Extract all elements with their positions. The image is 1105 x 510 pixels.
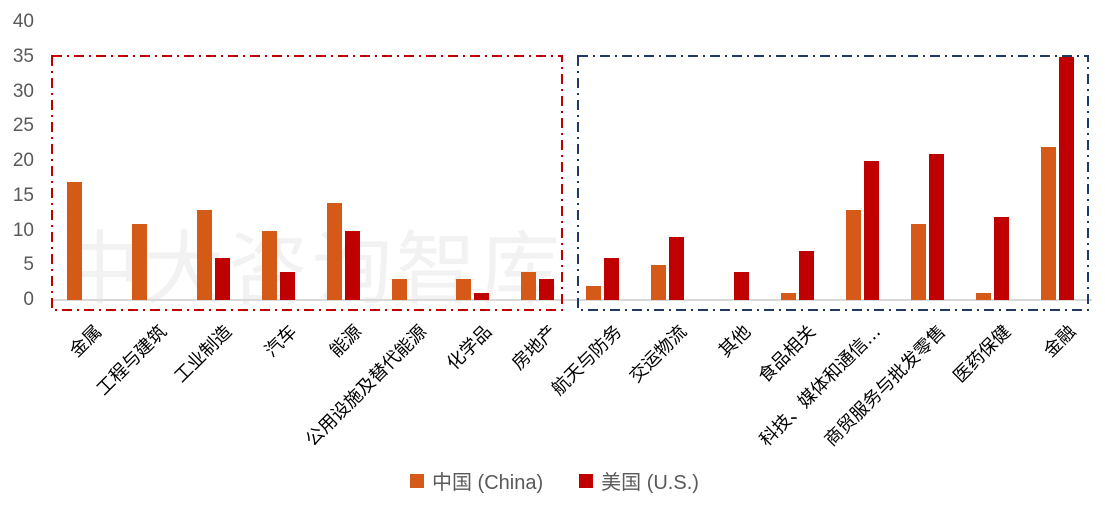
bar-us xyxy=(669,237,685,300)
x-tick-label: 其他 xyxy=(715,321,756,362)
bar-us xyxy=(798,251,814,300)
bar-china xyxy=(910,223,926,300)
x-tick-label: 化学品 xyxy=(442,321,496,375)
us-swatch xyxy=(579,473,594,488)
bar-us xyxy=(214,258,230,300)
y-tick-label: 5 xyxy=(23,254,34,276)
bar-us xyxy=(993,216,1009,300)
x-tick-label: 金属 xyxy=(66,321,107,362)
bar-china xyxy=(1040,147,1056,300)
legend-label-china: 中国 (China) xyxy=(432,472,544,494)
y-tick-label: 30 xyxy=(12,80,34,102)
y-tick-label: 10 xyxy=(12,219,34,241)
bar-us xyxy=(474,293,490,300)
bar-china xyxy=(456,279,472,300)
x-tick-label: 金融 xyxy=(1039,321,1081,362)
legend-item-china: 中国 (China) xyxy=(410,466,543,495)
x-axis-line xyxy=(52,299,1092,301)
y-tick-label: 20 xyxy=(12,150,34,171)
legend: 中国 (China) 美国 (U.S.) xyxy=(410,466,699,495)
x-tick-label: 工业制造 xyxy=(170,321,237,388)
x-tick-label: 食品相关 xyxy=(754,321,821,388)
bar-us xyxy=(344,230,360,300)
us-highlight-box xyxy=(577,55,1089,311)
bar-china xyxy=(326,202,342,300)
x-tick-label: 科技、媒体和通信… xyxy=(755,321,886,451)
x-tick-label: 房地产 xyxy=(507,321,561,375)
y-tick-label: 40 xyxy=(12,11,34,32)
x-tick-label: 交运物流 xyxy=(624,321,691,388)
china-swatch xyxy=(410,473,424,488)
bar-china xyxy=(261,230,277,300)
x-tick-label: 商贸服务与批发零售 xyxy=(820,321,951,451)
y-tick-label: 15 xyxy=(12,184,34,206)
bar-us xyxy=(928,154,944,300)
bar-china xyxy=(780,293,796,300)
bar-china xyxy=(651,265,667,300)
china-highlight-box xyxy=(51,55,563,311)
legend-label-us: 美国 (U.S.) xyxy=(601,472,699,494)
bar-us xyxy=(1058,56,1074,300)
x-tick-label: 汽车 xyxy=(260,321,302,362)
bar-us xyxy=(539,279,555,300)
bar-us xyxy=(279,272,295,300)
x-tick-label: 公用设施及替代能源 xyxy=(301,321,432,451)
x-tick-label: 航天与防务 xyxy=(547,321,626,400)
x-tick-label: 能源 xyxy=(325,321,367,362)
bar-china xyxy=(131,223,147,300)
y-tick-label: 35 xyxy=(12,45,34,67)
bar-china xyxy=(196,209,212,300)
bar-china xyxy=(391,279,407,300)
bar-china xyxy=(975,293,991,300)
bar-china xyxy=(845,209,861,300)
x-tick-label: 医药保健 xyxy=(949,321,1016,388)
x-tick-label: 工程与建筑 xyxy=(92,321,172,400)
y-tick-label: 25 xyxy=(12,115,34,137)
bar-china xyxy=(586,286,602,300)
bar-us xyxy=(863,161,879,300)
y-tick-label: 0 xyxy=(23,289,34,310)
bar-us xyxy=(604,258,620,300)
bar-us xyxy=(734,272,749,300)
bar-china xyxy=(67,181,82,300)
bar-china xyxy=(521,272,537,300)
legend-item-us: 美国 (U.S.) xyxy=(579,466,699,495)
